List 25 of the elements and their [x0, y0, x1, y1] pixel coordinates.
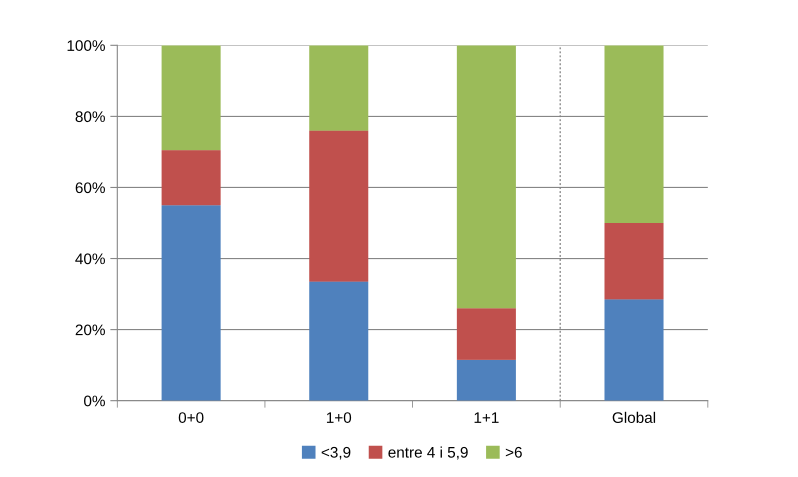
x-tick-label: 1+1 — [474, 412, 499, 423]
x-tick-label: Global — [612, 412, 656, 424]
y-tick-label: 60% — [76, 182, 105, 194]
x-tick-label: 0+0 — [178, 412, 204, 424]
y-tick-label: 40% — [75, 253, 105, 264]
y-tick-label: 100% — [68, 40, 105, 51]
y-tick-label: 20% — [76, 324, 105, 336]
x-tick-label: 1+0 — [326, 412, 352, 424]
legend-label: >6 — [506, 446, 522, 458]
y-tick-label: 80% — [76, 111, 105, 122]
bar — [456, 45, 516, 308]
y-tick-label: 0% — [84, 396, 105, 406]
bar — [604, 222, 664, 300]
legend-label: <3,9 — [322, 446, 350, 460]
bar — [162, 150, 221, 206]
bar — [604, 299, 664, 401]
bar — [604, 45, 664, 223]
bar — [456, 308, 516, 360]
bar — [309, 45, 368, 131]
bar — [309, 130, 368, 282]
legend-label: entre 4 i 5,9 — [388, 446, 468, 460]
bar — [162, 45, 221, 150]
bar — [162, 205, 221, 401]
bar — [456, 360, 516, 401]
bar — [309, 282, 368, 401]
